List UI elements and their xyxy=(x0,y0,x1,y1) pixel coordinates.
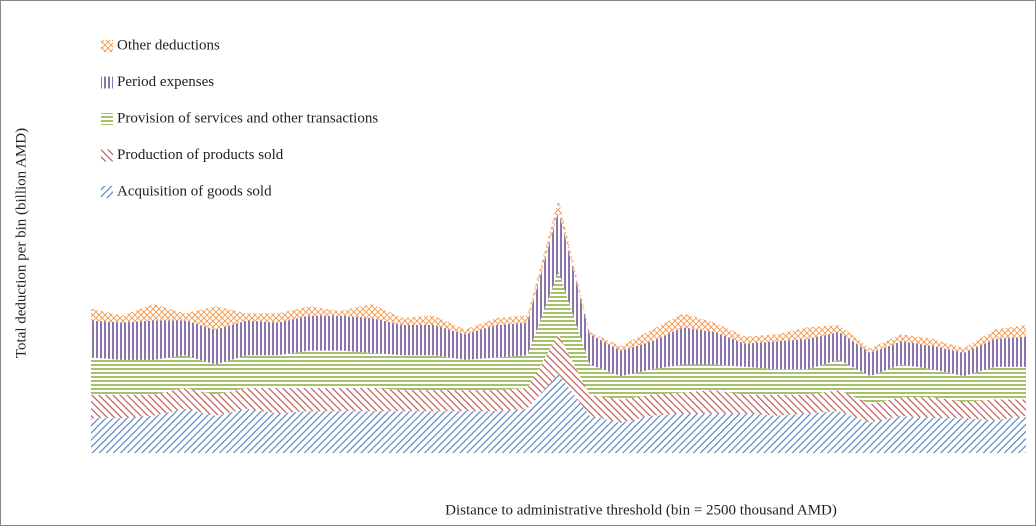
area xyxy=(91,373,1026,453)
legend-label: Other deductions xyxy=(117,37,220,53)
legend-swatch xyxy=(101,149,113,162)
legend-label: Production of products sold xyxy=(117,147,284,163)
legend-swatch xyxy=(101,186,113,198)
legend-swatch xyxy=(101,76,113,89)
legend-swatch xyxy=(101,40,113,52)
area xyxy=(91,199,1026,353)
legend-label: Provision of services and other transact… xyxy=(117,110,378,126)
legend-swatch xyxy=(101,113,113,125)
area xyxy=(91,210,1026,377)
area xyxy=(91,271,1026,405)
y-axis-label: Total deduction per bin (billion AMD) xyxy=(13,128,29,358)
x-axis-label: Distance to administrative threshold (bi… xyxy=(445,502,837,518)
legend-label: Acquisition of goods sold xyxy=(117,183,272,199)
area xyxy=(91,334,1026,423)
legend-label: Period expenses xyxy=(117,74,214,90)
